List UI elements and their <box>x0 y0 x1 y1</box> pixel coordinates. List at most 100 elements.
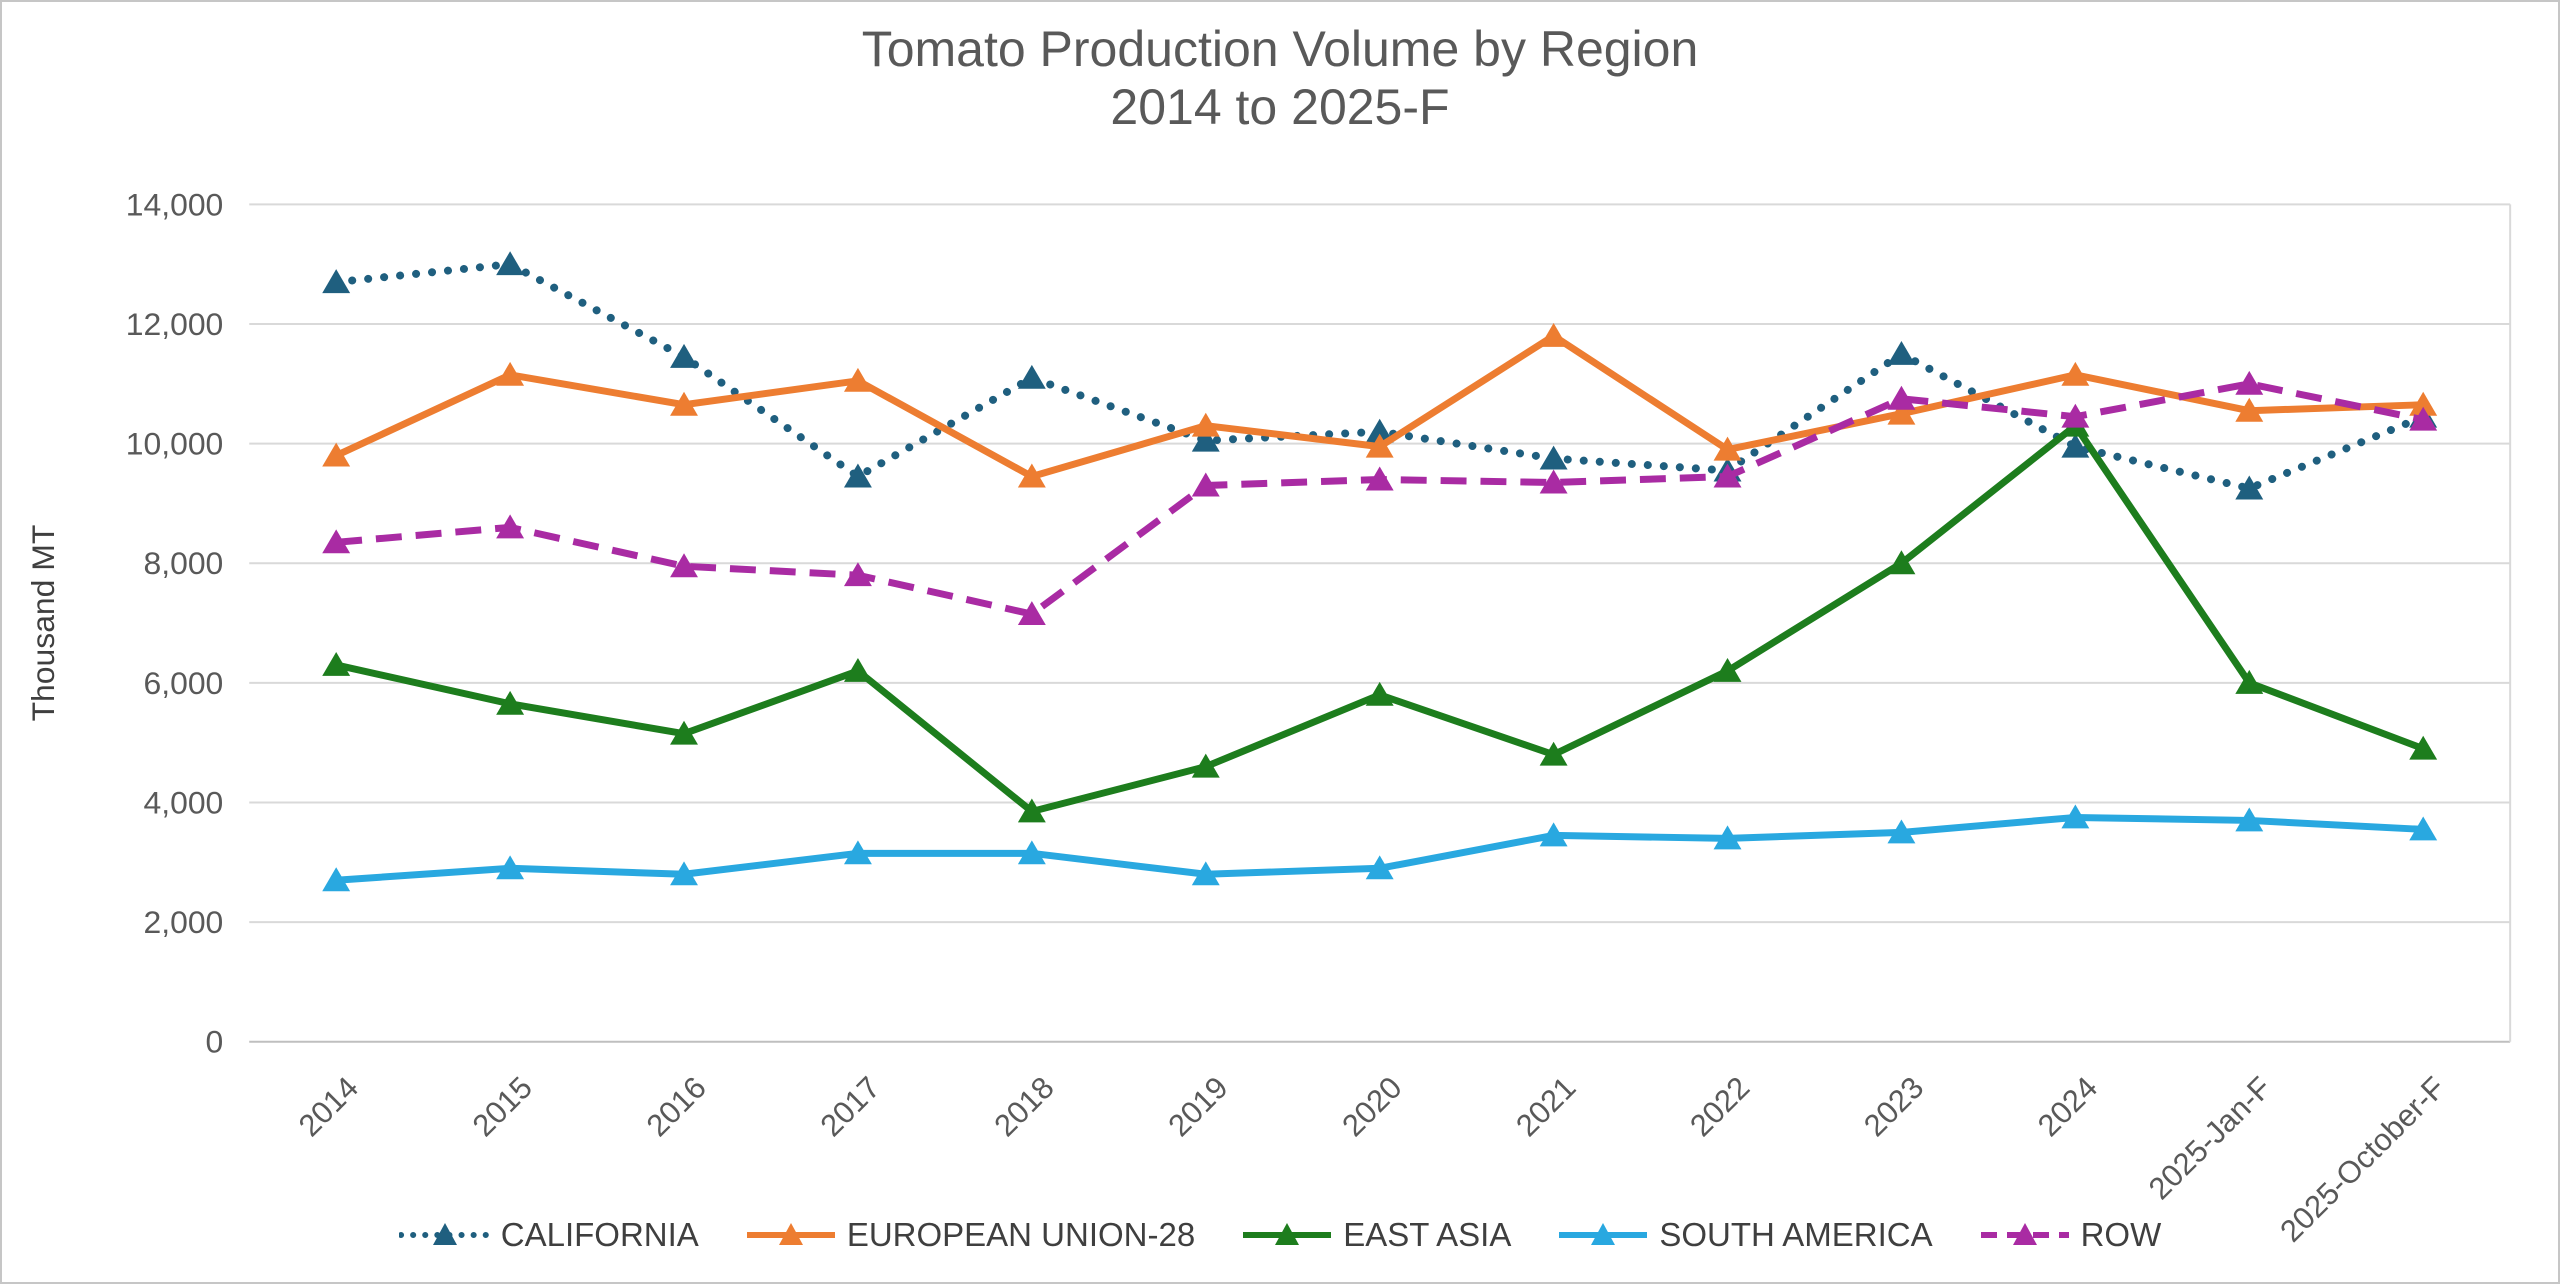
data-point-marker <box>1539 322 1568 347</box>
data-point-marker <box>1539 445 1568 470</box>
data-point-marker <box>496 855 525 880</box>
legend-item-south-america: SOUTH AMERICA <box>1557 1216 1933 1254</box>
x-tick-label: 2019 <box>1161 1070 1234 1143</box>
data-point-marker <box>1191 861 1220 886</box>
series-california <box>322 251 2438 500</box>
x-tick-label: 2015 <box>466 1070 539 1143</box>
y-tick-label: 4,000 <box>143 784 223 820</box>
legend-label-row: ROW <box>2080 1216 2162 1253</box>
legend-item-row: ROW <box>1979 1216 2162 1254</box>
data-point-marker <box>843 367 872 392</box>
data-point-marker <box>1365 466 1394 491</box>
data-point-marker <box>1887 400 1916 425</box>
data-point-marker <box>670 391 698 416</box>
data-point-marker <box>2235 475 2264 500</box>
x-tick-label: 2025-Jan-F <box>2142 1070 2278 1206</box>
data-point-marker <box>670 861 698 886</box>
y-tick-label: 6,000 <box>143 665 223 701</box>
series-markers-east-asia <box>322 412 2438 823</box>
x-tick-label: 2022 <box>1683 1070 1756 1143</box>
data-point-marker <box>1191 412 1220 437</box>
legend-label-east-asia: EAST ASIA <box>1343 1216 1512 1253</box>
legend-marker-california <box>398 1223 491 1245</box>
x-tick-label: 2024 <box>2031 1070 2104 1143</box>
data-point-marker <box>1017 364 1046 389</box>
data-point-marker <box>496 690 525 715</box>
y-tick-label: 8,000 <box>143 545 223 581</box>
data-point-marker <box>2235 397 2264 422</box>
data-point-marker <box>2235 669 2264 694</box>
legend-marker-south-america <box>1559 1223 1648 1245</box>
y-tick-label: 14,000 <box>126 186 224 222</box>
series-markers-south-america <box>322 804 2438 892</box>
data-point-marker <box>843 463 872 488</box>
series-south-america <box>322 804 2438 892</box>
series-european-union-28 <box>322 322 2438 488</box>
data-point-marker <box>1017 463 1046 488</box>
data-point-marker <box>670 553 698 578</box>
legend-marker-east-asia <box>1243 1223 1332 1245</box>
y-tick-label: 10,000 <box>126 426 224 462</box>
legend-item-east-asia: EAST ASIA <box>1241 1216 1511 1254</box>
data-point-marker <box>1713 825 1742 850</box>
data-point-marker <box>1887 550 1916 575</box>
data-point-marker <box>1539 469 1568 494</box>
series-markers-california <box>322 251 2438 500</box>
y-tick-label: 0 <box>206 1024 224 1060</box>
data-point-marker <box>2235 807 2264 832</box>
x-tick-label: 2016 <box>640 1070 713 1143</box>
series-markers-row <box>322 370 2438 626</box>
legend-label-south-america: SOUTH AMERICA <box>1659 1216 1933 1253</box>
gridlines <box>249 203 2512 1043</box>
y-tick-label: 12,000 <box>126 306 224 342</box>
x-tick-label: 2014 <box>292 1070 365 1143</box>
legend-marker-european-union-28 <box>746 1223 835 1245</box>
chart-legend: CALIFORNIA EUROPEAN UNION-28 EAST ASIA SOUT… <box>2 1216 2558 1254</box>
data-point-marker <box>322 867 351 892</box>
data-point-marker <box>1713 657 1742 682</box>
data-point-marker <box>322 651 351 676</box>
y-axis-tick-labels: 0 2,000 4,000 6,000 8,000 10,000 12,000 14,000 <box>126 186 224 1059</box>
data-point-marker <box>322 529 351 554</box>
legend-marker-row <box>1980 1223 2069 1245</box>
data-point-marker <box>2061 804 2090 829</box>
x-tick-label: 2021 <box>1509 1070 1582 1143</box>
data-point-marker <box>496 514 525 539</box>
series-line-row <box>335 380 2424 618</box>
data-point-marker <box>2409 816 2438 841</box>
data-point-marker <box>2061 361 2090 386</box>
x-tick-label: 2017 <box>813 1070 886 1143</box>
data-point-marker <box>1365 418 1394 443</box>
y-axis-title: Thousand MT <box>25 525 61 722</box>
data-point-marker <box>670 343 698 368</box>
y-tick-label: 2,000 <box>143 904 223 940</box>
x-tick-label: 2020 <box>1335 1070 1408 1143</box>
data-point-marker <box>1191 472 1220 497</box>
data-point-marker <box>2061 403 2090 428</box>
data-point-marker <box>496 251 525 276</box>
data-point-marker <box>1017 601 1046 626</box>
x-tick-label: 2018 <box>987 1070 1060 1143</box>
data-point-marker <box>2409 391 2438 416</box>
x-tick-label: 2023 <box>1857 1070 1930 1143</box>
data-point-marker <box>1017 798 1046 823</box>
data-point-marker <box>843 657 872 682</box>
data-point-marker <box>1017 840 1046 865</box>
legend-label-california: CALIFORNIA <box>500 1216 699 1253</box>
series-markers-european-union-28 <box>322 322 2438 488</box>
data-point-marker <box>843 840 872 865</box>
data-point-marker <box>1365 433 1394 458</box>
legend-label-european-union-28: EUROPEAN UNION-28 <box>846 1216 1196 1253</box>
data-point-marker <box>670 720 698 745</box>
data-point-marker <box>1191 753 1220 778</box>
data-point-marker <box>1539 741 1568 766</box>
legend-item-california: CALIFORNIA <box>398 1216 699 1254</box>
data-point-marker <box>1887 819 1916 844</box>
data-point-marker <box>2409 735 2438 760</box>
data-point-marker <box>1365 681 1394 706</box>
data-point-marker <box>322 269 351 294</box>
data-point-marker <box>1713 436 1742 461</box>
legend-item-european-union-28: EUROPEAN UNION-28 <box>745 1216 1195 1254</box>
data-point-marker <box>1713 463 1742 488</box>
